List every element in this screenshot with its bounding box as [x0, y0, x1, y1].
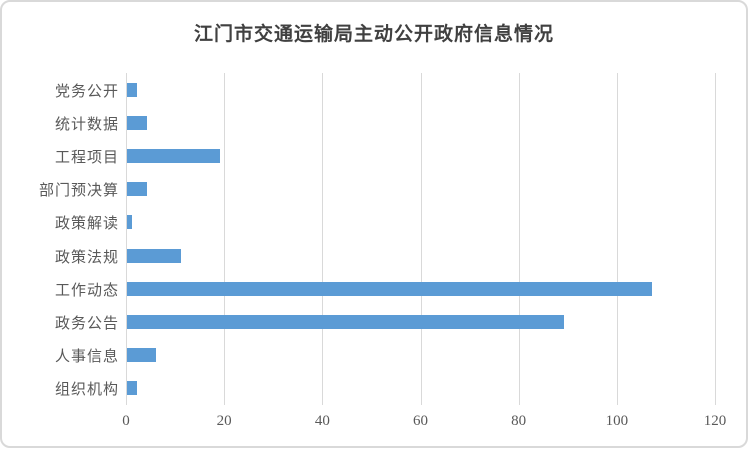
category-axis-line [126, 73, 127, 405]
gridline [322, 73, 324, 405]
category-axis: 党务公开统计数据工程项目部门预决算政策解读政策法规工作动态政务公告人事信息组织机… [2, 73, 119, 405]
category-label: 政策解读 [54, 216, 119, 233]
gridline [420, 73, 422, 405]
bar-工作动态 [127, 281, 653, 296]
x-tick-label: 80 [511, 413, 527, 429]
x-tick-label: 40 [314, 413, 330, 429]
gridline [616, 73, 618, 405]
category-label: 政策法规 [54, 249, 119, 266]
chart-title: 江门市交通运输局主动公开政府信息情况 [193, 24, 554, 45]
bar-党务公开 [127, 82, 137, 97]
category-label: 工程项目 [54, 150, 119, 166]
x-tick-label: 60 [413, 413, 428, 429]
category-label: 组织机构 [54, 382, 119, 399]
gridline [518, 73, 520, 405]
category-label: 工作动态 [54, 282, 119, 299]
bar-部门预决算 [127, 182, 147, 197]
bar-政务公告 [127, 315, 564, 329]
category-label: 人事信息 [54, 349, 119, 366]
gridline [224, 73, 226, 405]
plot-area [126, 73, 716, 405]
bar-政策解读 [127, 215, 132, 230]
value-axis: 0 20 40 60 80 100 120 [122, 413, 726, 437]
category-label: 党务公开 [54, 83, 119, 100]
bar-政策法规 [127, 248, 181, 263]
x-tick-label: 20 [216, 413, 232, 429]
gridline [715, 73, 716, 405]
bar-人事信息 [127, 348, 157, 363]
bar-统计数据 [127, 115, 147, 130]
category-label: 部门预决算 [38, 183, 119, 200]
x-tick-label: 120 [703, 413, 727, 429]
x-tick-label: 0 [122, 413, 130, 429]
bar-组织机构 [127, 381, 137, 396]
x-tick-label: 100 [605, 413, 629, 429]
category-label: 统计数据 [54, 116, 119, 133]
bar-工程项目 [127, 149, 221, 163]
category-label: 政务公告 [54, 316, 119, 332]
